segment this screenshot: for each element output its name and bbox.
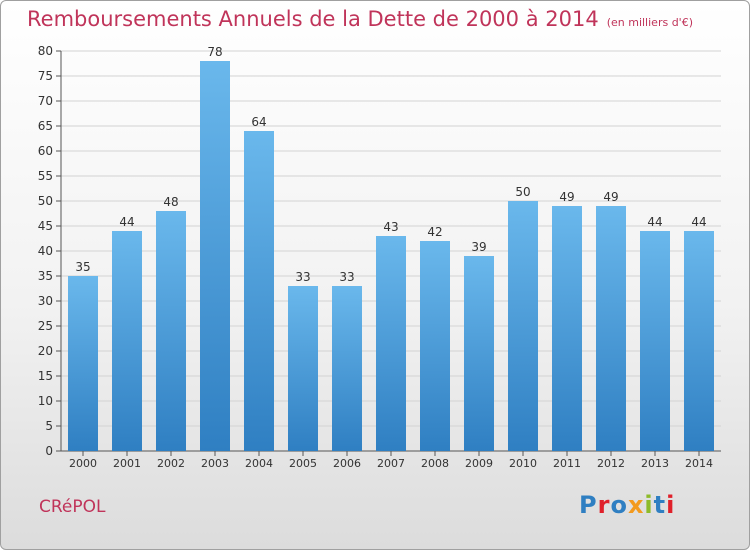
data-label: 78 bbox=[207, 45, 222, 59]
y-tick-label: 80 bbox=[38, 44, 53, 58]
data-label: 64 bbox=[251, 115, 266, 129]
data-label: 44 bbox=[647, 215, 662, 229]
x-tick-label: 2014 bbox=[685, 457, 713, 470]
bar bbox=[288, 286, 318, 451]
y-tick-label: 65 bbox=[38, 119, 53, 133]
chart-title-text: Remboursements Annuels de la Dette de 20… bbox=[27, 7, 599, 31]
bar bbox=[420, 241, 450, 451]
x-tick-label: 2013 bbox=[641, 457, 669, 470]
logo-letter: x bbox=[627, 491, 645, 519]
x-tick-label: 2011 bbox=[553, 457, 581, 470]
y-tick-label: 50 bbox=[38, 194, 53, 208]
data-label: 48 bbox=[163, 195, 178, 209]
bar bbox=[68, 276, 98, 451]
x-tick-label: 2000 bbox=[69, 457, 97, 470]
y-tick-label: 5 bbox=[45, 419, 53, 433]
commune-name: CRéPOL bbox=[39, 497, 106, 517]
x-tick-label: 2001 bbox=[113, 457, 141, 470]
y-tick-label: 15 bbox=[38, 369, 53, 383]
data-label: 50 bbox=[515, 185, 530, 199]
proxiti-logo: Proxiti bbox=[579, 491, 675, 519]
x-tick-label: 2012 bbox=[597, 457, 625, 470]
bar bbox=[596, 206, 626, 451]
data-label: 49 bbox=[559, 190, 574, 204]
x-tick-label: 2010 bbox=[509, 457, 537, 470]
chart-title: Remboursements Annuels de la Dette de 20… bbox=[27, 7, 693, 31]
bar bbox=[684, 231, 714, 451]
y-tick-label: 60 bbox=[38, 144, 53, 158]
y-tick-label: 45 bbox=[38, 219, 53, 233]
bar bbox=[156, 211, 186, 451]
y-tick-label: 0 bbox=[45, 444, 53, 458]
data-label: 44 bbox=[691, 215, 706, 229]
y-tick-label: 35 bbox=[38, 269, 53, 283]
x-tick-label: 2009 bbox=[465, 457, 493, 470]
x-tick-label: 2002 bbox=[157, 457, 185, 470]
x-tick-label: 2008 bbox=[421, 457, 449, 470]
data-label: 33 bbox=[339, 270, 354, 284]
x-tick-label: 2003 bbox=[201, 457, 229, 470]
x-tick-label: 2006 bbox=[333, 457, 361, 470]
data-label: 43 bbox=[383, 220, 398, 234]
y-tick-label: 30 bbox=[38, 294, 53, 308]
data-label: 33 bbox=[295, 270, 310, 284]
bar bbox=[112, 231, 142, 451]
bar bbox=[552, 206, 582, 451]
y-tick-label: 10 bbox=[38, 394, 53, 408]
data-label: 49 bbox=[603, 190, 618, 204]
bar bbox=[640, 231, 670, 451]
x-tick-label: 2004 bbox=[245, 457, 273, 470]
data-label: 44 bbox=[119, 215, 134, 229]
bar bbox=[376, 236, 406, 451]
data-label: 42 bbox=[427, 225, 442, 239]
logo-letter: i bbox=[666, 491, 676, 519]
bar bbox=[244, 131, 274, 451]
y-tick-label: 20 bbox=[38, 344, 53, 358]
bar bbox=[464, 256, 494, 451]
y-tick-label: 55 bbox=[38, 169, 53, 183]
data-label: 39 bbox=[471, 240, 486, 254]
y-tick-label: 25 bbox=[38, 319, 53, 333]
chart-subtitle: (en milliers d'€) bbox=[606, 16, 693, 29]
logo-letter: r bbox=[597, 491, 611, 519]
logo-letter: t bbox=[653, 491, 667, 519]
y-tick-label: 70 bbox=[38, 94, 53, 108]
bar bbox=[508, 201, 538, 451]
bar bbox=[332, 286, 362, 451]
bar bbox=[200, 61, 230, 451]
y-tick-label: 75 bbox=[38, 69, 53, 83]
data-label: 35 bbox=[75, 260, 90, 274]
x-tick-label: 2007 bbox=[377, 457, 405, 470]
logo-letter: i bbox=[644, 491, 654, 519]
x-tick-label: 2005 bbox=[289, 457, 317, 470]
y-tick-label: 40 bbox=[38, 244, 53, 258]
logo-letter: P bbox=[579, 491, 598, 519]
logo-letter: o bbox=[610, 491, 628, 519]
